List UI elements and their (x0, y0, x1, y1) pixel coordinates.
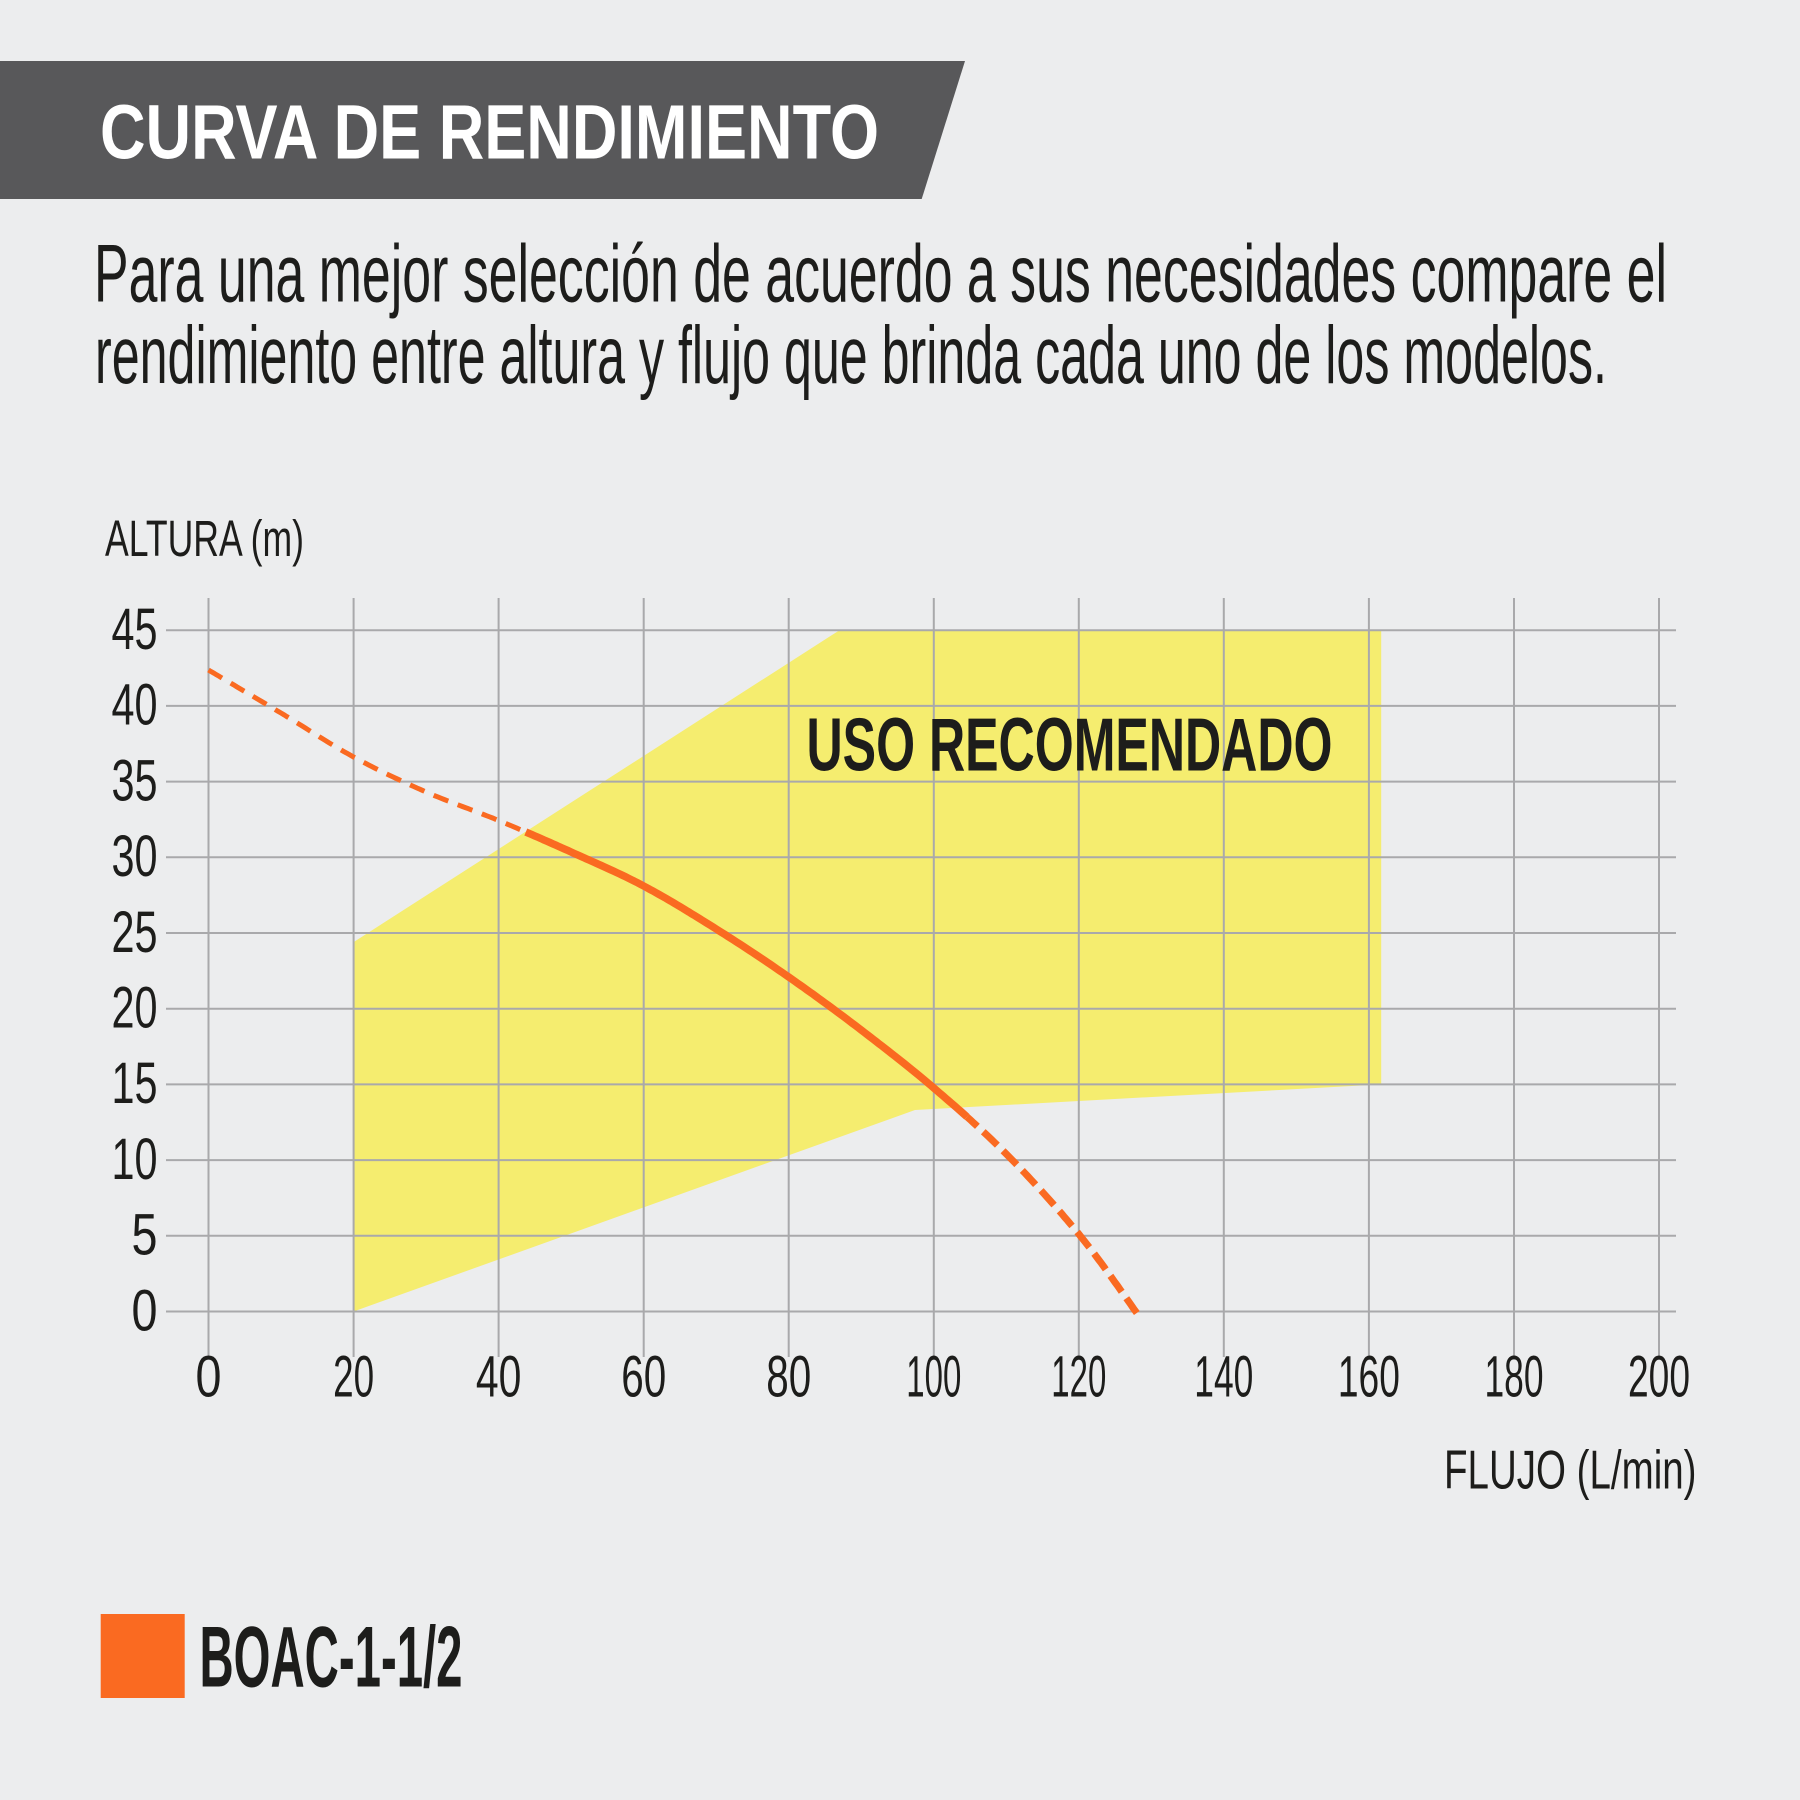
svg-text:USO RECOMENDADO: USO RECOMENDADO (807, 703, 1333, 787)
svg-text:35: 35 (112, 748, 158, 813)
svg-text:140: 140 (1194, 1345, 1253, 1410)
svg-text:30: 30 (112, 824, 158, 889)
svg-text:20: 20 (112, 976, 158, 1041)
svg-text:rendimiento entre altura y flu: rendimiento entre altura y flujo que bri… (95, 310, 1607, 401)
svg-text:10: 10 (112, 1127, 158, 1192)
svg-text:25: 25 (112, 900, 158, 965)
svg-text:0: 0 (196, 1345, 222, 1410)
svg-text:100: 100 (906, 1345, 961, 1410)
svg-text:BOAC-1-1/2: BOAC-1-1/2 (200, 1609, 463, 1705)
svg-text:CURVA DE RENDIMIENTO: CURVA DE RENDIMIENTO (100, 89, 879, 175)
svg-text:180: 180 (1485, 1345, 1544, 1410)
svg-text:40: 40 (112, 673, 158, 738)
svg-text:80: 80 (766, 1345, 811, 1410)
svg-text:Para una mejor selección de ac: Para una mejor selección de acuerdo a su… (94, 228, 1667, 319)
svg-text:40: 40 (476, 1345, 522, 1410)
svg-text:120: 120 (1051, 1345, 1106, 1410)
svg-text:160: 160 (1338, 1345, 1400, 1410)
svg-text:5: 5 (132, 1203, 158, 1268)
svg-text:20: 20 (333, 1345, 374, 1410)
svg-text:ALTURA (m): ALTURA (m) (105, 510, 304, 567)
svg-text:60: 60 (621, 1345, 666, 1410)
svg-text:45: 45 (112, 597, 158, 662)
svg-text:15: 15 (112, 1051, 158, 1116)
svg-text:FLUJO (L/min): FLUJO (L/min) (1444, 1439, 1697, 1501)
svg-text:200: 200 (1628, 1345, 1690, 1410)
svg-text:0: 0 (132, 1278, 158, 1343)
